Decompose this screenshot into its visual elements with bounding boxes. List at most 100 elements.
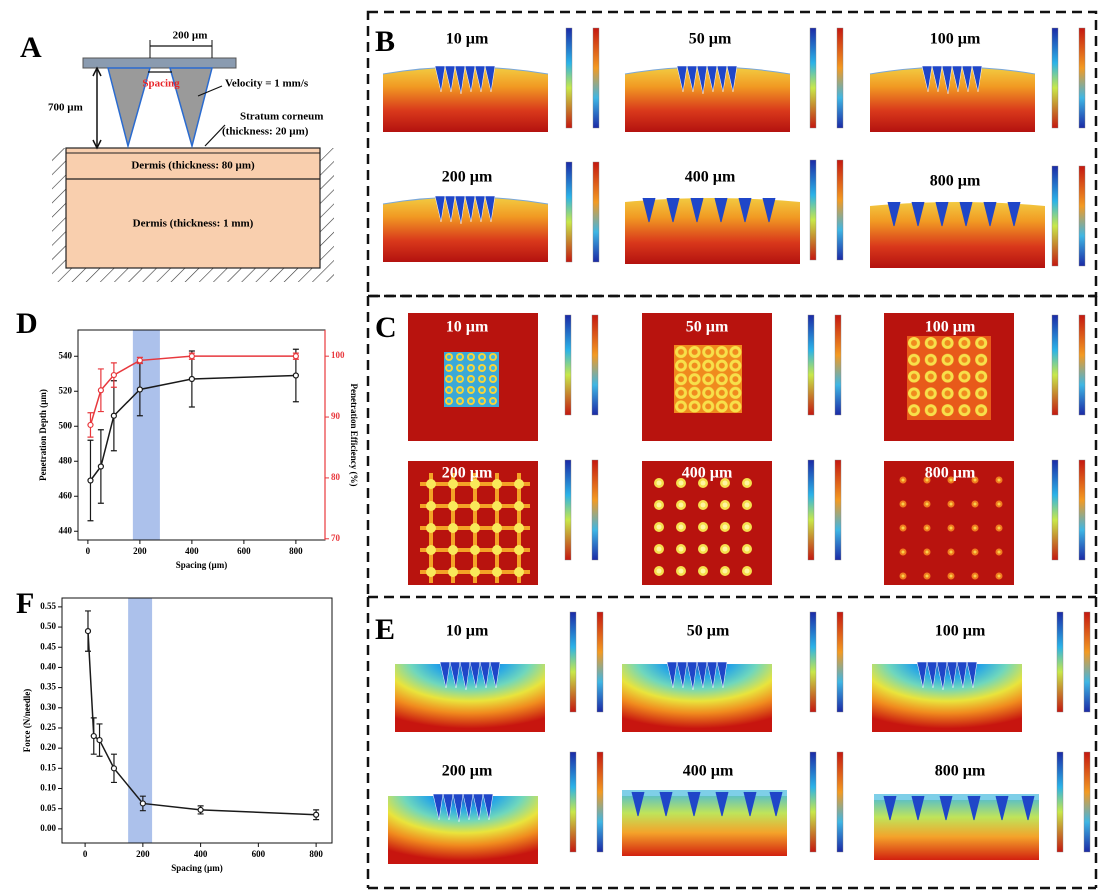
figure: A B C D E F 200 µm Spacing Velocity = 1 …	[0, 0, 1100, 891]
y2-axis-title: Penetration Efficiency (%)	[349, 384, 359, 487]
y2-tick-label: 80	[331, 472, 341, 482]
panel-letter: E	[375, 613, 395, 646]
x-tick-label: 800	[289, 546, 303, 556]
data-point	[88, 478, 93, 483]
spacing-label: 100 µm	[935, 623, 986, 640]
y-tick-label: 0.05	[40, 803, 56, 813]
y-tick-label: 0.45	[40, 641, 56, 651]
dimension-label: 200 µm	[173, 30, 208, 42]
y-tick-label: 0.30	[40, 702, 56, 712]
y-tick-label: 0.25	[40, 722, 56, 732]
y-axis-title: Penetration Depth (µm)	[38, 389, 48, 481]
data-point	[137, 358, 142, 363]
data-line	[88, 631, 316, 815]
x-tick-label: 400	[194, 849, 208, 859]
x-tick-label: 600	[237, 546, 251, 556]
spacing-label: 400 µm	[683, 763, 734, 780]
spacing-label: 10 µm	[446, 623, 489, 640]
x-tick-label: 0	[83, 849, 88, 859]
velocity-label: Velocity = 1 mm/s	[225, 78, 309, 90]
height-label: 700 µm	[48, 102, 83, 114]
data-point	[140, 801, 145, 806]
y-tick-label: 520	[59, 385, 73, 395]
x-tick-label: 0	[86, 546, 91, 556]
spacing-label: 200 µm	[442, 169, 493, 186]
data-point	[198, 807, 203, 812]
y-tick-label: 0.10	[40, 783, 56, 793]
x-tick-label: 200	[133, 546, 147, 556]
spacing-label: Spacing	[142, 78, 180, 90]
panel-c: 10 µm 50 µm 100 µm 200 µm 400 µm 800 µm	[408, 313, 1085, 588]
y-tick-label: 540	[59, 350, 73, 360]
x-tick-label: 200	[136, 849, 150, 859]
data-point	[98, 388, 103, 393]
panel-e: 10 µm 50 µm 100 µm 200 µm 400 µm 800 µm	[388, 612, 1090, 864]
highlight-band	[128, 598, 152, 843]
stratum-thickness: (thickness: 20 µm)	[222, 126, 309, 138]
y-tick-label: 460	[59, 490, 73, 500]
data-point	[293, 373, 298, 378]
data-point	[97, 738, 102, 743]
x-axis-title: Spacing (µm)	[171, 863, 222, 873]
data-line	[90, 376, 295, 481]
stratum-label: Stratum corneum	[240, 111, 323, 123]
x-tick-label: 600	[252, 849, 266, 859]
data-point	[314, 812, 319, 817]
x-tick-label: 800	[309, 849, 323, 859]
data-line	[90, 356, 295, 425]
y-tick-label: 480	[59, 455, 73, 465]
y-tick-label: 0.55	[40, 601, 56, 611]
panel-letter: F	[16, 587, 34, 620]
panel-b: 10 µm 50 µm 100 µm 200 µm 400 µm 800 µm	[383, 28, 1085, 268]
x-tick-label: 400	[185, 546, 199, 556]
data-point	[137, 387, 142, 392]
spacing-label: 10 µm	[446, 319, 489, 336]
spacing-label: 400 µm	[682, 465, 733, 482]
spacing-label: 100 µm	[930, 31, 981, 48]
y-tick-label: 0.35	[40, 682, 56, 692]
spacing-label: 200 µm	[442, 465, 493, 482]
panel-letter: B	[375, 25, 395, 58]
plot-frame	[62, 598, 332, 843]
y-tick-label: 500	[59, 420, 73, 430]
data-point	[98, 464, 103, 469]
plot-frame	[78, 330, 325, 540]
x-axis-title: Spacing (µm)	[176, 560, 227, 570]
data-point	[85, 629, 90, 634]
data-point	[293, 354, 298, 359]
y-tick-label: 0.50	[40, 621, 56, 631]
panel-letter: D	[16, 307, 38, 340]
spacing-label: 50 µm	[687, 623, 730, 640]
data-point	[111, 766, 116, 771]
data-point	[88, 422, 93, 427]
data-point	[189, 354, 194, 359]
data-point	[189, 377, 194, 382]
y-tick-label: 0.40	[40, 661, 56, 671]
y-tick-label: 0.20	[40, 742, 56, 752]
spacing-label: 400 µm	[685, 169, 736, 186]
y2-tick-label: 70	[331, 533, 341, 543]
spacing-label: 10 µm	[446, 31, 489, 48]
y-tick-label: 0.15	[40, 762, 56, 772]
spacing-label: 100 µm	[925, 319, 976, 336]
spacing-label: 800 µm	[925, 465, 976, 482]
data-point	[111, 413, 116, 418]
spacing-label: 800 µm	[935, 763, 986, 780]
panel-letter: C	[375, 311, 397, 344]
y-tick-label: 440	[59, 525, 73, 535]
panel-frames	[368, 12, 1096, 888]
data-point	[91, 734, 96, 739]
y2-tick-label: 90	[331, 411, 341, 421]
spacing-label: 50 µm	[689, 31, 732, 48]
layer-label: Dermis (thickness: 80 µm)	[131, 160, 255, 172]
spacing-label: 800 µm	[930, 173, 981, 190]
data-point	[111, 373, 116, 378]
spacing-label: 50 µm	[686, 319, 729, 336]
panel-letter: A	[20, 31, 42, 64]
y-tick-label: 0.00	[40, 823, 56, 833]
spacing-label: 200 µm	[442, 763, 493, 780]
schematic: 200 µm Spacing Velocity = 1 mm/s 700 µm …	[48, 30, 334, 282]
y2-tick-label: 100	[331, 350, 345, 360]
y-axis-title: Force (N/needle)	[22, 689, 32, 753]
layer-label: Dermis (thickness: 1 mm)	[133, 218, 254, 230]
